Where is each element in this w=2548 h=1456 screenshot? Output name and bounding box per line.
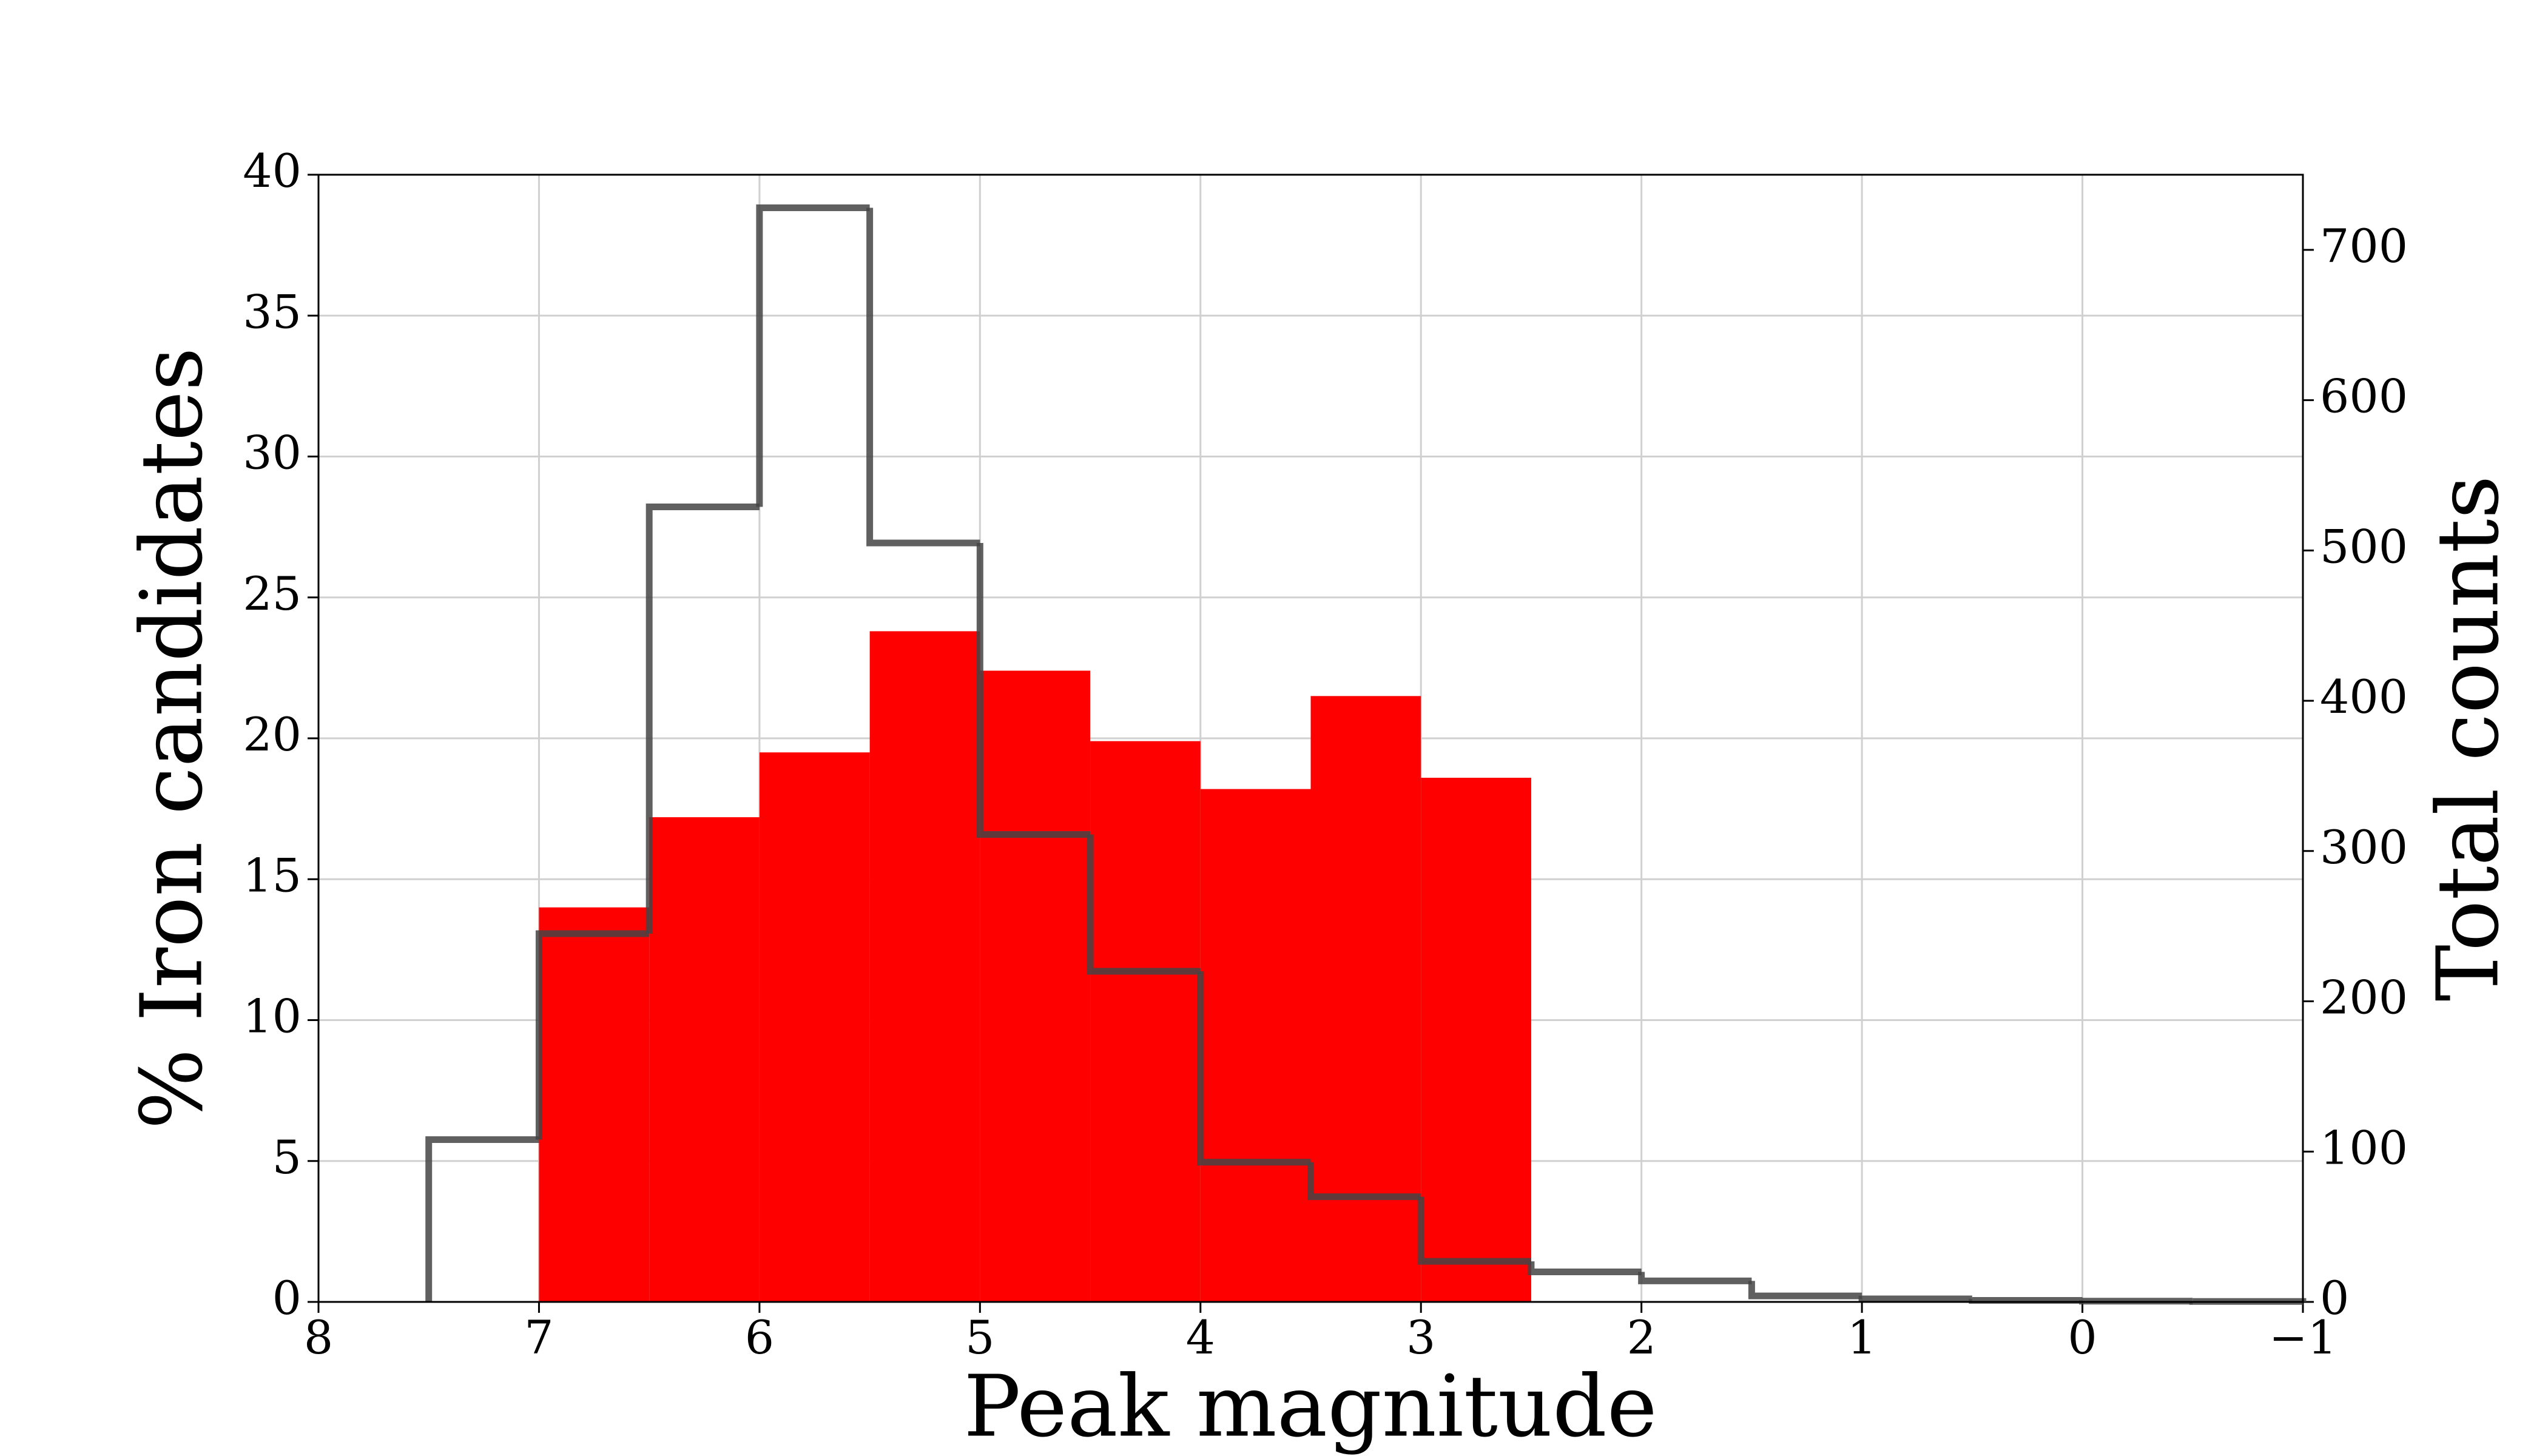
x-tick-label: 4 [1186, 1310, 1215, 1364]
x-tick-label: −1 [2269, 1310, 2337, 1364]
x-tick-label: 1 [1847, 1310, 1876, 1364]
y-tick-label: 20 [243, 707, 302, 761]
y2-tick-label: 300 [2320, 820, 2408, 874]
step-segment [976, 542, 1091, 838]
x-tick-label: 0 [2068, 1310, 2097, 1364]
step-segment [1307, 1162, 1421, 1201]
x-tick-label: 7 [524, 1310, 553, 1364]
bar [1310, 696, 1421, 1302]
step-segment [1638, 1272, 1752, 1284]
y-axis-label: % Iron candidates [123, 347, 222, 1129]
y-tick-label: 5 [272, 1130, 302, 1184]
y-tick-label: 30 [243, 426, 302, 480]
y2-tick-label: 200 [2320, 971, 2408, 1025]
y2-tick-label: 400 [2320, 670, 2408, 724]
y2-tick-label: 700 [2320, 219, 2408, 273]
bar [539, 907, 650, 1302]
y2-axis-label: Total counts [2419, 476, 2518, 1002]
y-tick-label: 25 [243, 567, 302, 621]
bar [869, 631, 980, 1302]
step-segment [1197, 971, 1311, 1166]
step-segment [1417, 1196, 1531, 1265]
y2-tick-label: 600 [2320, 369, 2408, 423]
step-segment [535, 930, 650, 1140]
bar [1200, 789, 1311, 1302]
bar [759, 752, 870, 1302]
bar [1421, 778, 1531, 1302]
step-segment [756, 204, 870, 507]
y-tick-label: 10 [243, 989, 302, 1043]
step-segment [1528, 1261, 1642, 1275]
y-tick-label: 35 [243, 285, 302, 339]
x-tick-label: 3 [1406, 1310, 1435, 1364]
bar [1090, 741, 1201, 1302]
y2-tick-label: 0 [2320, 1271, 2349, 1325]
x-tick-label: 5 [965, 1310, 994, 1364]
step-segment [645, 503, 760, 934]
step-segment [1087, 834, 1201, 975]
step-segment [1858, 1295, 1972, 1303]
step-segment [866, 207, 980, 547]
plot-frame [317, 174, 2304, 1303]
y-tick-label: 15 [243, 848, 302, 902]
step-segment [425, 1136, 539, 1302]
y2-tick-label: 100 [2320, 1121, 2408, 1175]
bar [980, 670, 1091, 1302]
x-tick-label: 2 [1626, 1310, 1656, 1364]
y-tick-label: 40 [243, 144, 302, 198]
x-tick-label: 6 [745, 1310, 774, 1364]
x-axis-label: Peak magnitude [963, 1358, 1657, 1456]
y-tick-label: 0 [272, 1271, 302, 1325]
y2-tick-label: 500 [2320, 519, 2408, 573]
x-tick-label: 8 [304, 1310, 333, 1364]
step-segment [1748, 1281, 1862, 1299]
bar [649, 817, 760, 1302]
step-segment [1969, 1297, 2083, 1304]
